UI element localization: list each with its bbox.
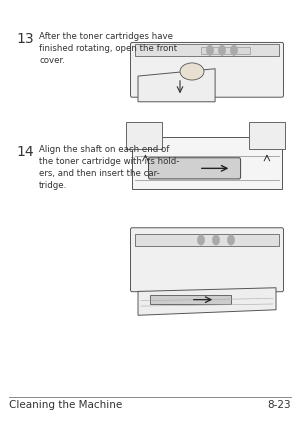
Circle shape [227, 235, 235, 245]
Circle shape [230, 46, 238, 56]
Circle shape [212, 235, 220, 245]
Ellipse shape [180, 64, 204, 81]
Text: After the toner cartridges have
finished rotating, open the front
cover.: After the toner cartridges have finished… [39, 32, 177, 64]
FancyBboxPatch shape [130, 43, 284, 98]
Bar [126, 123, 162, 149]
Bar [201, 48, 250, 55]
Bar [249, 123, 285, 149]
Bar [132, 138, 282, 190]
Bar [135, 45, 279, 57]
Text: Align the shaft on each end of
the toner cartridge with its hold-
ers, and then : Align the shaft on each end of the toner… [39, 145, 179, 189]
Circle shape [197, 235, 205, 245]
Text: 13: 13 [16, 32, 34, 46]
Text: Cleaning the Machine: Cleaning the Machine [9, 399, 122, 409]
Polygon shape [138, 69, 215, 103]
FancyBboxPatch shape [148, 158, 241, 179]
Text: 8-23: 8-23 [267, 399, 291, 409]
Text: 14: 14 [16, 145, 34, 159]
Circle shape [218, 46, 226, 56]
FancyBboxPatch shape [130, 228, 284, 292]
Polygon shape [138, 288, 276, 316]
Bar [135, 234, 279, 246]
Bar [150, 295, 231, 305]
Circle shape [206, 46, 214, 56]
